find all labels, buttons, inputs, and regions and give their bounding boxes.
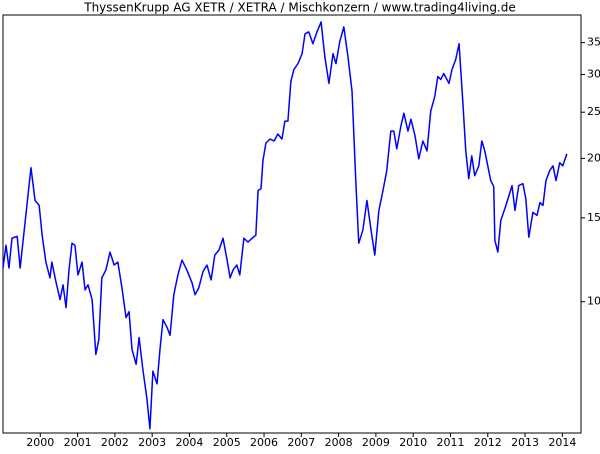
x-tick-label: 2001 [64, 436, 92, 449]
x-tick-label: 2012 [474, 436, 502, 449]
x-tick-label: 2005 [213, 436, 241, 449]
x-tick-label: 2006 [250, 436, 278, 449]
x-tick-label: 2013 [511, 436, 539, 449]
y-tick-label: 10 [587, 295, 600, 308]
x-tick-label: 2010 [399, 436, 427, 449]
y-tick-label: 25 [587, 105, 600, 118]
y-tick-label: 35 [587, 36, 600, 49]
plot-area [2, 14, 582, 434]
y-tick-label: 30 [587, 67, 600, 80]
price-line [2, 21, 568, 430]
x-tick-label: 2002 [101, 436, 129, 449]
x-tick-label: 2014 [548, 436, 576, 449]
x-tick-label: 2008 [325, 436, 353, 449]
x-tick-label: 2000 [26, 436, 54, 449]
x-tick-label: 2004 [175, 436, 203, 449]
x-tick-label: 2007 [287, 436, 315, 449]
x-tick-label: 2009 [362, 436, 390, 449]
y-tick-label: 20 [587, 151, 600, 164]
x-tick-label: 2011 [436, 436, 464, 449]
chart-title: ThyssenKrupp AG XETR / XETRA / Mischkonz… [83, 1, 516, 15]
x-tick-label: 2003 [138, 436, 166, 449]
y-tick-label: 15 [587, 211, 600, 224]
